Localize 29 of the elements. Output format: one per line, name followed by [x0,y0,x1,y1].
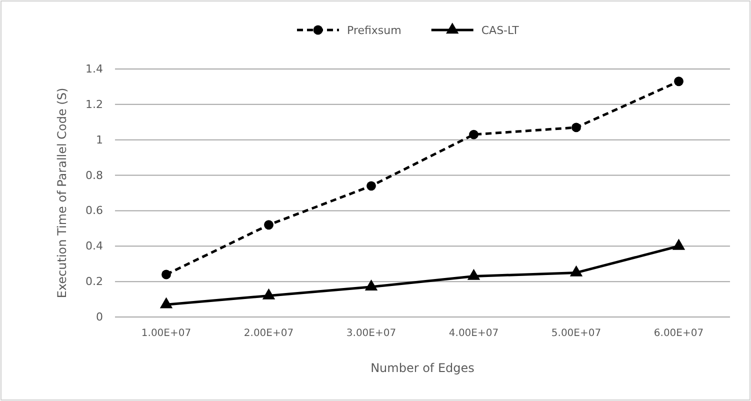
x-tick-label: 1.00E+07 [141,328,192,340]
point [364,280,378,291]
y-tick-label: 1.4 [86,62,103,76]
x-tick-label: 3.00E+07 [346,328,396,340]
x-tick-label: 5.00E+07 [551,328,602,340]
x-tick-label: 4.00E+07 [448,328,499,340]
legend-label: CAS-LT [481,24,520,37]
y-tick-label: 1.2 [86,98,103,111]
point [160,297,173,308]
x-axis-title: Number of Edges [370,361,474,375]
y-tick-label: 0.4 [86,240,103,253]
y-tick-label: 0.8 [86,168,103,182]
legend-label: Prefixsum [347,24,402,37]
y-tick-label: 0.6 [86,204,103,218]
point [264,220,274,230]
y-axis-title: Execution Time of Parallel Code (S) [55,88,69,298]
point [570,265,583,276]
y-tick-label: 0.2 [86,275,103,288]
point [366,181,376,191]
x-tick-label: 6.00E+07 [654,328,704,340]
point [469,130,478,140]
point [672,238,686,250]
point [572,122,581,132]
y-tick-label: 1 [96,133,103,146]
point [467,268,480,280]
point [262,288,276,300]
point [674,76,684,86]
x-tick-label: 2.00E+07 [244,328,294,340]
y-tick-label: 0 [96,310,103,324]
